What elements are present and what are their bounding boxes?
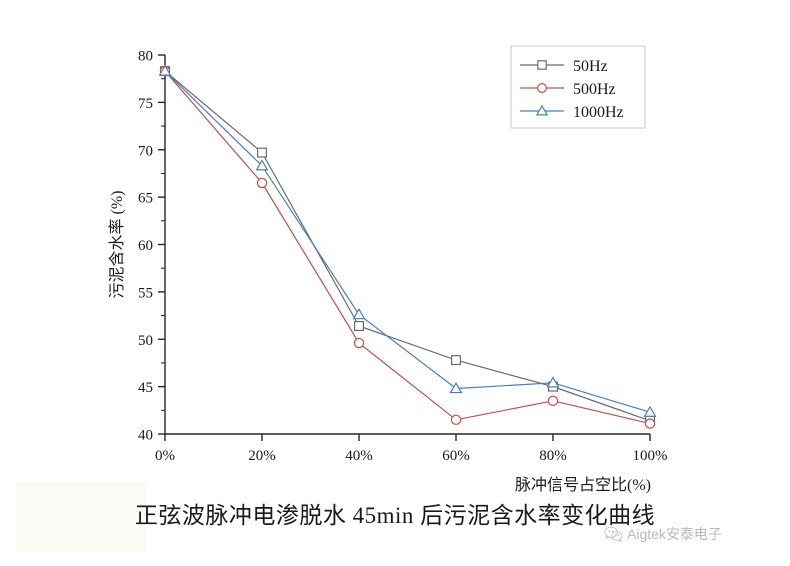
x-tick-label: 80%	[539, 448, 567, 464]
marker-circle	[256, 177, 268, 189]
y-tick-label: 50	[138, 333, 153, 349]
x-tick-label: 0%	[155, 448, 175, 464]
marker-circle	[353, 337, 365, 349]
series-line	[164, 70, 651, 425]
legend-label: 500Hz	[573, 81, 616, 98]
x-tick-label: 60%	[442, 448, 470, 464]
marker-triangle	[352, 308, 366, 320]
series-500Hz	[159, 65, 656, 429]
marker-triangle	[255, 159, 269, 171]
marker-circle	[547, 395, 559, 407]
figure-caption: 正弦波脉冲电渗脱水 45min 后污泥含水率变化曲线	[134, 503, 656, 528]
series-1000Hz	[158, 64, 657, 417]
series-line	[164, 70, 651, 422]
y-tick-label: 45	[138, 380, 153, 396]
watermark: Aigtek安泰电子	[604, 524, 722, 544]
marker-triangle	[546, 376, 560, 388]
legend-box	[510, 45, 646, 129]
x-tick-label: 40%	[345, 448, 373, 464]
y-tick-label: 65	[138, 191, 153, 207]
marker-circle	[537, 83, 547, 93]
y-tick-label: 70	[138, 143, 153, 159]
y-tick-label: 75	[138, 96, 153, 112]
marker-square	[537, 60, 547, 70]
y-tick-label: 60	[138, 238, 153, 254]
y-axis-title: 污泥含水率 (%)	[108, 191, 126, 299]
marker-triangle	[643, 405, 657, 417]
wechat-logo-icon	[604, 526, 623, 542]
marker-triangle	[535, 104, 549, 116]
marker-triangle	[158, 64, 172, 76]
marker-triangle	[449, 381, 463, 394]
marker-square	[451, 355, 462, 366]
legend: 50Hz 500Hz 1000Hz	[510, 45, 646, 129]
x-axis-title: 脉冲信号占空比(%)	[515, 476, 651, 494]
corner-background-block	[16, 482, 146, 552]
x-tick-label: 20%	[248, 448, 276, 464]
series-line	[164, 70, 651, 413]
marker-square	[257, 147, 268, 158]
y-tick-label: 55	[138, 285, 153, 301]
y-tick-label: 40	[138, 428, 153, 444]
x-tick-label: 100%	[633, 448, 668, 464]
y-tick-label: 80	[138, 49, 153, 65]
watermark-text: Aigtek安泰电子	[627, 526, 722, 542]
marker-circle	[450, 414, 462, 425]
marker-circle	[644, 418, 656, 429]
marker-square	[354, 320, 365, 331]
legend-label: 50Hz	[573, 58, 608, 75]
legend-label: 1000Hz	[573, 104, 624, 121]
